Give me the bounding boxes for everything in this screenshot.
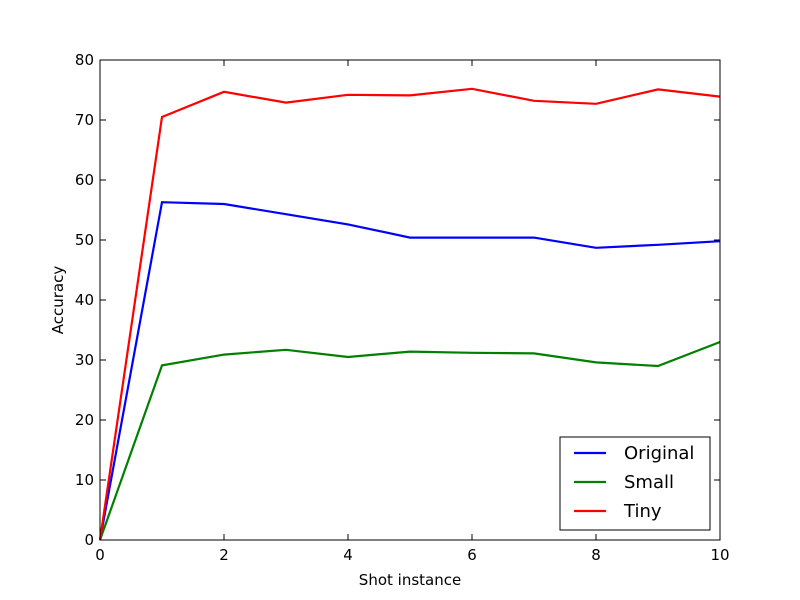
ticks-layer: 0 2 4 6 8 10 0 10 20 30 40 50 60 70 80 <box>75 51 730 564</box>
x-tick-label: 8 <box>591 546 601 564</box>
x-axis-label: Shot instance <box>359 571 461 589</box>
x-tick-label: 10 <box>710 546 729 564</box>
x-tick-label: 4 <box>343 546 353 564</box>
y-tick-label: 30 <box>75 351 94 369</box>
y-tick-label: 80 <box>75 51 94 69</box>
series-line-original <box>98 201 721 541</box>
x-tick-label: 6 <box>467 546 477 564</box>
legend-label-small: Small <box>624 472 674 493</box>
legend-label-tiny: Tiny <box>623 501 662 522</box>
y-tick-label: 50 <box>75 231 94 249</box>
series-line-tiny <box>98 87 721 541</box>
x-tick-label: 2 <box>219 546 229 564</box>
y-axis-label: Accuracy <box>49 266 67 335</box>
y-tick-label: 60 <box>75 171 94 189</box>
legend-label-original: Original <box>624 443 694 464</box>
series-line-small <box>98 340 721 541</box>
series-layer <box>98 87 721 541</box>
y-tick-label: 70 <box>75 111 94 129</box>
y-tick-label: 40 <box>75 291 94 309</box>
y-tick-label: 10 <box>75 471 94 489</box>
x-tick-label: 0 <box>95 546 105 564</box>
legend: Original Small Tiny <box>559 436 711 531</box>
y-tick-label: 20 <box>75 411 94 429</box>
y-tick-label: 0 <box>84 531 94 549</box>
